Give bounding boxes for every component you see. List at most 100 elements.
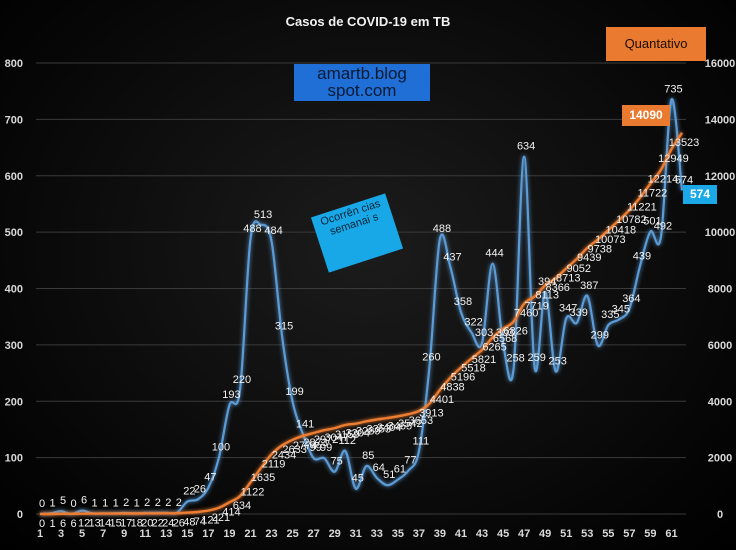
cumulative-data-label: 7719: [524, 300, 548, 312]
weekly-data-label: 64: [373, 462, 385, 474]
x-tick-label: 11: [139, 528, 151, 540]
weekly-data-label: 199: [285, 386, 303, 398]
weekly-data-label: 437: [443, 252, 461, 264]
weekly-data-label: 220: [233, 374, 251, 386]
left-tick-label: 600: [5, 171, 23, 183]
cumulative-data-label: 10418: [606, 224, 637, 236]
weekly-data-label: 75: [331, 456, 343, 468]
weekly-data-label: 2: [123, 497, 129, 509]
weekly-data-label: 259: [527, 352, 545, 364]
x-tick-label: 29: [329, 528, 341, 540]
weekly-data-label: 51: [383, 469, 395, 481]
cumulative-data-label: 8713: [556, 272, 580, 284]
cumulative-data-label: 74: [194, 516, 206, 528]
cumulative-data-label: 2774: [293, 440, 317, 452]
left-tick-label: 0: [17, 509, 23, 521]
cumulative-data-label: 0: [39, 518, 45, 530]
gridlines: [36, 62, 686, 515]
cumulative-data-label: 9052: [567, 263, 591, 275]
cumulative-data-label: 414: [222, 506, 240, 518]
weekly-data-label: 141: [296, 419, 314, 431]
cumulative-data-label: 7460: [514, 308, 538, 320]
x-tick-label: 39: [434, 528, 446, 540]
left-tick-label: 800: [5, 58, 23, 70]
x-tick-label: 13: [160, 528, 172, 540]
cumulative-data-label: 12: [78, 518, 90, 530]
cumulative-data-label: 10073: [595, 234, 626, 246]
cumulative-data-label: 3465: [388, 420, 412, 432]
cumulative-data-label: 5821: [472, 354, 496, 366]
cumulative-data-label: 24: [162, 517, 174, 529]
weekly-data-label: 47: [204, 472, 216, 484]
weekly-data-label: 99: [320, 442, 332, 454]
weekly-data-label: 111: [413, 435, 430, 447]
cumulative-data-labels: 0 1 6 6 121314151718202224264874121221414634…: [39, 137, 699, 530]
weekly-data-label: 364: [622, 293, 640, 305]
weekly-data-label: 0: [39, 498, 45, 510]
x-tick-label: 19: [223, 528, 235, 540]
weekly-data-label: 61: [394, 464, 406, 476]
left-tick-label: 500: [5, 227, 23, 239]
weekly-data-label: 634: [517, 141, 535, 153]
weekly-data-labels: 0 1 5 0 6 1 1 1 2 1 2 2 2 222264710019322048851348431…: [39, 84, 693, 510]
weekly-data-label: 260: [422, 351, 440, 363]
weekly-data-label: 258: [506, 353, 524, 365]
weekly-data-label: 5: [60, 495, 66, 507]
weekly-data-label: 444: [485, 248, 503, 260]
x-tick-label: 21: [244, 528, 256, 540]
series-lines: [39, 98, 684, 516]
right-tick-label: 12000: [705, 171, 736, 183]
cumulative-data-label: 121: [201, 515, 219, 527]
right-tick-label: 16000: [705, 58, 736, 70]
x-tick-label: 61: [665, 528, 677, 540]
x-axis-ticks: 1 3 5 7 9 11 13 15 17 19 21 23 25 27 29 31 33 35 37 39 41 43 4…: [37, 528, 678, 540]
cumulative-data-label: 3047: [324, 432, 348, 444]
x-tick-label: 31: [350, 528, 362, 540]
cumulative-data-label: 2119: [262, 458, 286, 470]
cumulative-data-label: 3204: [345, 428, 369, 440]
left-tick-label: 200: [5, 396, 23, 408]
weekly-data-label: 484: [264, 225, 282, 237]
cumulative-data-label: 3542: [398, 418, 422, 430]
x-tick-label: 33: [371, 528, 383, 540]
x-tick-label: 51: [560, 528, 572, 540]
weekly-data-label: 1: [102, 497, 108, 509]
cumulative-data-label: 48: [183, 517, 195, 529]
cumulative-data-label: 1: [49, 518, 55, 530]
weekly-data-label: 335: [601, 309, 619, 321]
weekly-data-label: 85: [362, 450, 374, 462]
cumulative-data-label: 22: [152, 517, 164, 529]
cumulative-data-label: 12949: [658, 153, 689, 165]
right-tick-label: 6000: [708, 340, 732, 352]
cumulative-data-label: 3404: [377, 422, 401, 434]
weekly-data-label: 394: [538, 276, 556, 288]
left-tick-label: 300: [5, 340, 23, 352]
weekly-data-label: 45: [352, 473, 364, 485]
cumulative-data-label: 634: [233, 500, 251, 512]
weekly-data-label: 2: [144, 497, 150, 509]
cumulative-data-label: 15: [110, 518, 122, 530]
right-tick-label: 2000: [708, 453, 732, 465]
weekly-data-label: 2: [165, 497, 171, 509]
cumulative-data-label: 1635: [251, 472, 275, 484]
cumulative-data-label: 1122: [241, 486, 265, 498]
cumulative-data-label: 4838: [440, 382, 464, 394]
x-tick-label: 57: [623, 528, 635, 540]
weekly-data-label: 501: [643, 216, 661, 228]
cumulative-data-label: 3289: [356, 425, 380, 437]
weekly-data-label: 1: [134, 497, 140, 509]
cumulative-data-label: 17: [120, 518, 132, 530]
right-tick-label: 14000: [705, 114, 736, 126]
weekly-data-label: 193: [222, 389, 240, 401]
x-tick-label: 47: [518, 528, 530, 540]
x-tick-label: 27: [308, 528, 320, 540]
cumulative-data-label: 6265: [482, 341, 506, 353]
x-tick-label: 25: [286, 528, 298, 540]
weekly-data-label: 2: [176, 497, 182, 509]
weekly-data-label: 488: [243, 223, 261, 235]
weekly-data-label: 303: [496, 327, 514, 339]
weekly-data-label: 322: [464, 316, 482, 328]
cumulative-data-label: 3159: [335, 429, 359, 441]
weekly-data-label: 315: [275, 320, 293, 332]
weekly-data-label: 439: [633, 251, 651, 263]
